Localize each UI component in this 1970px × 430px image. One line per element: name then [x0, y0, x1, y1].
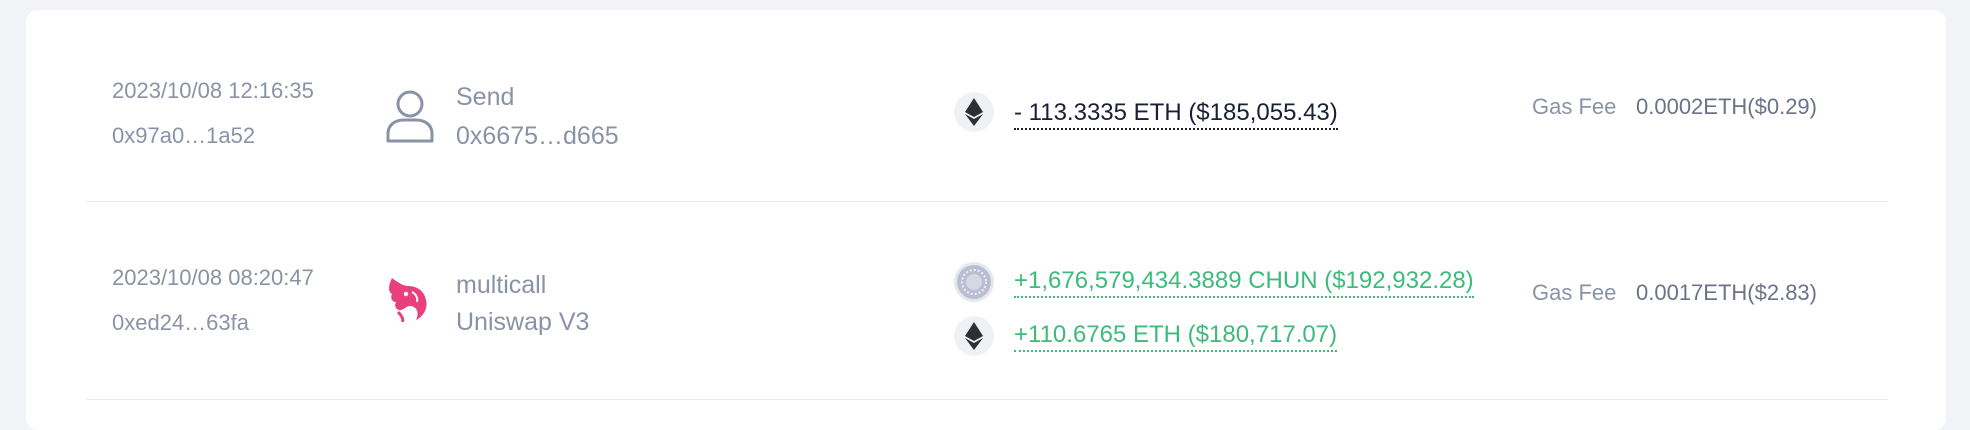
- transfer-amount-in[interactable]: +110.6765 ETH ($180,717.07): [1014, 321, 1338, 352]
- user-icon: [384, 87, 436, 143]
- tx-method: multicall: [456, 271, 547, 299]
- transaction-list-card: 2023/10/08 12:16:35 0x97a0…1a52 Send 0x6…: [26, 10, 1946, 430]
- transaction-row[interactable]: 2023/10/08 12:16:35 0x97a0…1a52 Send 0x6…: [86, 10, 1888, 202]
- tx-hash-link[interactable]: 0xed24…63fa: [112, 310, 249, 335]
- tx-timestamp: 2023/10/08 08:20:47: [112, 265, 314, 290]
- gas-fee-label: Gas Fee: [1532, 280, 1617, 305]
- eth-icon: [954, 316, 994, 356]
- gas-fee-value: 0.0002ETH($0.29): [1636, 94, 1817, 119]
- transaction-row[interactable]: 2023/10/08 08:20:47 0xed24…63fa multical…: [86, 201, 1888, 400]
- transfer-amount-in[interactable]: +1,676,579,434.3889 CHUN ($192,932.28): [1014, 267, 1474, 298]
- gas-fee-value: 0.0017ETH($2.83): [1636, 280, 1817, 305]
- tx-hash-link[interactable]: 0x97a0…1a52: [112, 123, 256, 148]
- transfer-amount-out[interactable]: - 113.3335 ETH ($185,055.43): [1014, 99, 1338, 130]
- eth-icon: [954, 92, 994, 132]
- chun-token-icon: [954, 262, 994, 302]
- uniswap-unicorn-icon: [386, 274, 432, 324]
- gas-fee-label: Gas Fee: [1532, 94, 1617, 119]
- tx-counterparty-link[interactable]: Uniswap V3: [456, 308, 590, 336]
- tx-counterparty-link[interactable]: 0x6675…d665: [456, 122, 619, 150]
- tx-method: Send: [456, 83, 515, 111]
- tx-timestamp: 2023/10/08 12:16:35: [112, 78, 314, 103]
